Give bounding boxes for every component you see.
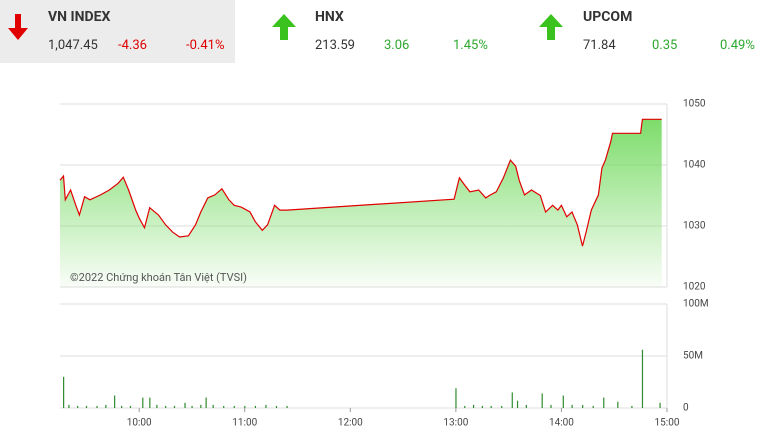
index-percent: 1.45% (453, 38, 488, 53)
volume-bar (659, 402, 661, 408)
x-tick-label: 13:00 (443, 418, 468, 429)
volume-bar (200, 404, 202, 408)
down-arrow (8, 14, 28, 40)
index-tile[interactable]: VN INDEX 1,047.45 -4.36 -0.41% (0, 0, 235, 63)
x-tick-label: 12:00 (338, 418, 363, 429)
index-percent: 0.49% (720, 38, 755, 53)
up-arrow (272, 14, 296, 40)
y-tick-label: 1040 (683, 160, 706, 171)
volume-bar (550, 404, 552, 408)
volume-bar (184, 402, 186, 408)
y-tick-label: 0 (683, 403, 689, 414)
y-tick-label: 1020 (683, 282, 706, 293)
volume-bar (105, 404, 107, 408)
volume-bar (582, 404, 584, 408)
volume-bar (265, 404, 267, 408)
price-line (59, 118, 662, 247)
volume-bar (641, 349, 644, 408)
y-tick-label: 1050 (683, 99, 706, 110)
volume-bar (173, 405, 176, 408)
index-percent: -0.41% (186, 38, 225, 53)
volume-bar (455, 388, 457, 408)
x-tick-label: 11:00 (232, 418, 257, 429)
up-arrow (539, 14, 563, 40)
volume-bar (223, 405, 225, 408)
volume-bar (156, 404, 158, 408)
x-tick-label: 14:00 (549, 418, 574, 429)
volume-bar (562, 395, 564, 408)
volume-bar (191, 405, 193, 408)
volume-bar (233, 405, 235, 408)
volume-bar (525, 404, 527, 408)
volume-bar (63, 376, 65, 408)
index-change: 3.06 (384, 38, 410, 53)
y-tick-label: 1030 (683, 221, 706, 232)
index-tile[interactable]: HNX 213.59 3.06 1.45% (268, 0, 503, 63)
y-tick-label: 50M (683, 351, 703, 362)
volume-bar (212, 404, 214, 408)
volume-bar (165, 405, 167, 408)
index-change: -4.36 (118, 38, 147, 53)
volume-bar (472, 404, 475, 408)
volume-bar (286, 405, 288, 408)
volume-bar (114, 395, 116, 408)
x-tick-label: 15:00 (655, 418, 680, 429)
volume-bar (244, 405, 246, 408)
y-tick-label: 100M (683, 299, 709, 310)
volume-bar (205, 397, 207, 408)
index-change: 0.35 (652, 38, 678, 53)
volume-bar (501, 405, 503, 408)
annotation: ©2022 Chứng khoán Tân Việt (TVSI) (70, 271, 247, 284)
volume-bar (142, 397, 144, 408)
volume-bar (149, 397, 151, 408)
volume-bar (96, 405, 98, 408)
index-name: UPCOM (583, 9, 633, 25)
index-tile[interactable]: UPCOM 71.84 0.35 0.49% (535, 0, 768, 63)
volume-bar (511, 392, 513, 408)
volume-bar (77, 405, 79, 408)
volume-bar (490, 405, 492, 408)
volume-bar (603, 397, 605, 408)
volume-bar (481, 405, 483, 408)
volume-bar (541, 393, 543, 408)
volume-bar (516, 400, 519, 408)
volume-bar (571, 404, 573, 408)
index-value: 71.84 (583, 38, 616, 53)
volume-bar (464, 405, 466, 408)
volume-bar (254, 405, 256, 408)
index-name: HNX (315, 9, 344, 25)
volume-bar (275, 405, 278, 408)
volume-bar (617, 401, 619, 408)
index-value: 1,047.45 (48, 38, 98, 53)
volume-bar (129, 405, 132, 408)
area (60, 119, 662, 287)
index-value: 213.59 (315, 38, 355, 53)
volume-bar (631, 405, 633, 408)
volume-bar (85, 405, 88, 408)
volume-bar (68, 404, 70, 408)
x-tick-label: 10:00 (127, 418, 152, 429)
volume-bar (121, 405, 123, 408)
volume-bar (592, 405, 594, 408)
index-name: VN INDEX (48, 9, 111, 25)
